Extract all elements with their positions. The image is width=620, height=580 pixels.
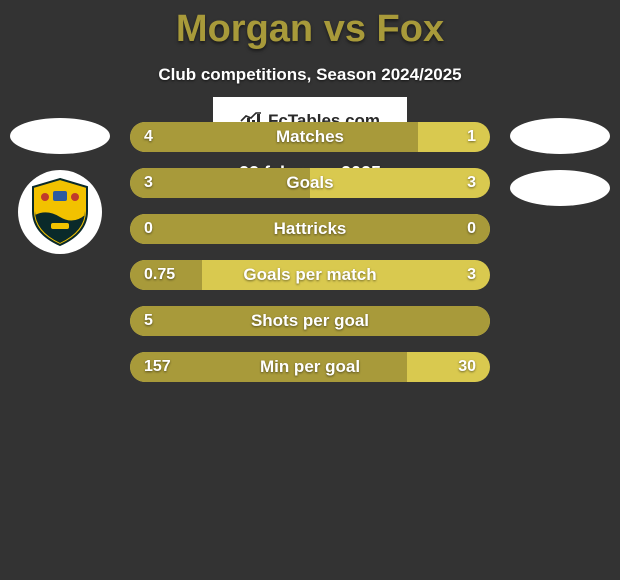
stat-right-value: 1	[467, 128, 476, 146]
player-right-ellipse-2	[510, 170, 610, 206]
shield-icon	[29, 177, 91, 247]
page-title: Morgan vs Fox	[0, 0, 620, 51]
stat-bar: Shots per goal5	[130, 306, 490, 336]
stats-bars: Matches41Goals33Hattricks00Goals per mat…	[130, 122, 490, 398]
player-right-ellipse-1	[510, 118, 610, 154]
stat-right-value: 0	[467, 220, 476, 238]
stat-label: Shots per goal	[130, 311, 490, 331]
stat-bar: Goals3 3	[130, 168, 490, 198]
stat-right-value: 30	[458, 358, 476, 376]
stat-left-value: 4	[144, 128, 153, 146]
stat-left-value: 0	[144, 220, 153, 238]
stat-left-value: 157	[144, 358, 171, 376]
stat-bar: Min per goal157 30	[130, 352, 490, 382]
stat-right-value: 3	[467, 266, 476, 284]
subtitle: Club competitions, Season 2024/2025	[0, 65, 620, 85]
stat-label: Hattricks	[130, 219, 490, 239]
stat-label: Goals per match	[130, 265, 490, 285]
stat-bar: Hattricks0 0	[130, 214, 490, 244]
stat-left-value: 0.75	[144, 266, 175, 284]
stat-label: Matches	[130, 127, 490, 147]
right-player-column	[510, 118, 610, 222]
player-left-ellipse	[10, 118, 110, 154]
stat-right-value: 3	[467, 174, 476, 192]
left-player-column	[10, 118, 110, 254]
stat-label: Min per goal	[130, 357, 490, 377]
stat-bar: Matches4 1	[130, 122, 490, 152]
club-logo-left	[18, 170, 102, 254]
stat-bar: Goals per match0.75 3	[130, 260, 490, 290]
stat-label: Goals	[130, 173, 490, 193]
stat-left-value: 5	[144, 312, 153, 330]
stat-left-value: 3	[144, 174, 153, 192]
